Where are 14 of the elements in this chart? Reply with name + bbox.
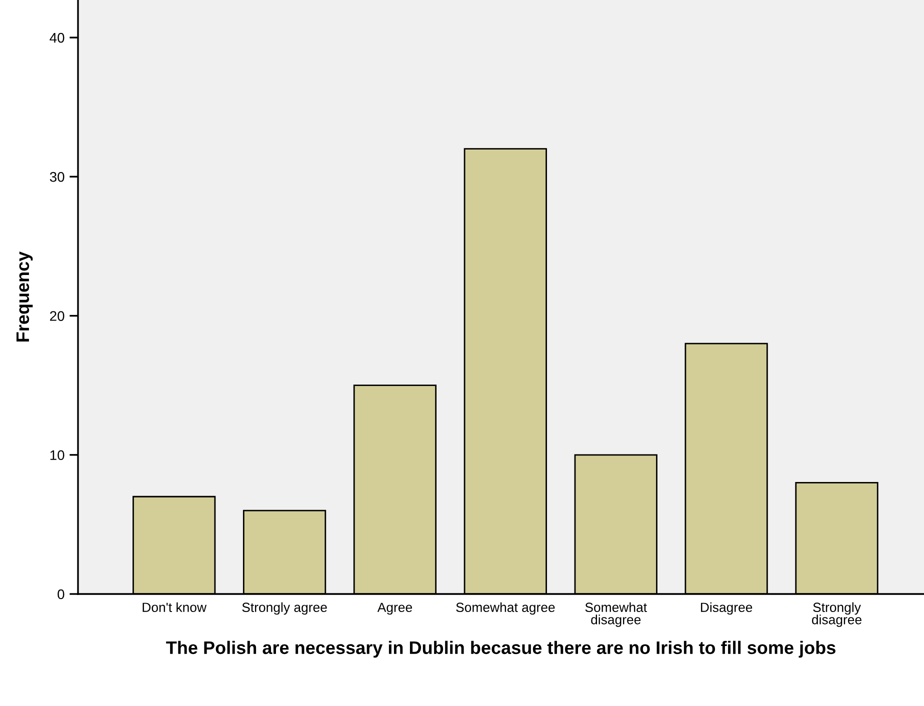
y-tick-label: 0 <box>58 589 64 600</box>
y-tick-label: 30 <box>50 172 64 182</box>
x-axis-title: The Polish are necessary in Dublin becasue there are no Irish to fill some jobs <box>166 640 836 658</box>
x-tick-label: Agree <box>377 602 412 615</box>
y-axis-title: Frequency <box>16 251 33 342</box>
y-tick-label: 10 <box>50 450 64 460</box>
y-tick-label: 40 <box>50 32 64 43</box>
x-tick-label: Don't know <box>142 602 207 612</box>
x-tick-label: Somewhat agree <box>456 602 555 615</box>
x-tick-label: Strongly agree <box>242 602 327 615</box>
x-tick-label: Disagree <box>700 602 752 615</box>
y-tick-label: 20 <box>50 311 64 321</box>
x-tick-label: Somewhat disagree <box>585 602 647 627</box>
x-tick-label: Strongly disagree <box>812 602 862 627</box>
